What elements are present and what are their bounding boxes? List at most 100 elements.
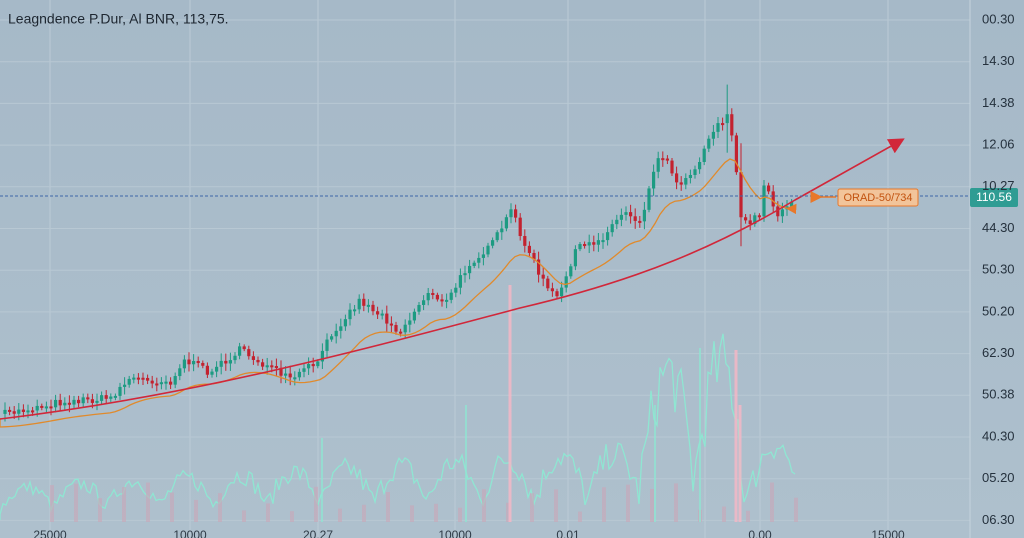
candle-body	[192, 361, 196, 365]
candle-body	[109, 396, 113, 399]
volume-bar	[74, 483, 78, 522]
candle-body	[376, 311, 380, 315]
volume-bar	[50, 485, 54, 522]
candle-body	[730, 114, 734, 136]
candle-body	[40, 405, 44, 408]
candle-body	[527, 245, 531, 253]
candle-body	[716, 123, 720, 132]
candle-body	[334, 330, 338, 337]
candle-body	[495, 232, 499, 241]
volume-bar	[122, 487, 126, 522]
candle-body	[454, 287, 458, 293]
candle-body	[762, 185, 766, 217]
candle-body	[316, 361, 320, 367]
volume-bar	[338, 508, 342, 522]
candle-body	[17, 409, 21, 414]
candle-body	[224, 360, 228, 364]
price-axis-label: 05.20	[982, 470, 1015, 485]
candle-body	[146, 377, 150, 381]
candle-body	[642, 209, 646, 222]
candle-body	[698, 161, 702, 170]
candle-body	[711, 131, 715, 139]
candle-body	[523, 236, 527, 246]
candle-body	[675, 173, 679, 183]
candle-body	[426, 293, 430, 301]
annotation-text: ORAD-50/734	[843, 192, 912, 204]
annotation-box	[837, 188, 919, 207]
candle-body	[196, 361, 200, 364]
candle-body	[270, 365, 274, 368]
candle-body	[757, 215, 761, 218]
axes: 00.30 14.30 14.38 12.06 10.27 44.30 50.30 50.20…	[33, 11, 1014, 538]
candle-body	[159, 382, 163, 385]
candle-body	[739, 172, 743, 218]
volume-bar	[650, 488, 654, 522]
candle-body	[95, 400, 99, 403]
candle-body	[532, 252, 536, 260]
candle-body	[265, 365, 269, 368]
volume-bar	[674, 483, 678, 522]
volume-bar	[602, 487, 606, 522]
candle-body	[500, 228, 504, 233]
candle-body	[776, 206, 780, 217]
volume-bar	[266, 503, 270, 522]
candle-body	[431, 293, 435, 296]
candle-body	[504, 217, 508, 229]
candle-body	[339, 326, 343, 331]
candle-body	[610, 224, 614, 233]
candle-body	[458, 275, 462, 288]
candle-body	[21, 409, 25, 412]
candle-body	[656, 158, 660, 172]
candle-body	[767, 185, 771, 192]
candle-body	[307, 364, 311, 369]
candle-body	[127, 378, 131, 385]
volume-bar	[770, 482, 774, 522]
price-axis-label: 50.30	[982, 262, 1015, 277]
candle-body	[141, 377, 145, 380]
volume-line	[0, 333, 796, 520]
candle-body	[435, 294, 439, 300]
volume-bar	[170, 492, 174, 522]
candle-body	[748, 220, 752, 225]
candle-body	[201, 362, 205, 366]
candle-body	[297, 371, 301, 378]
candle-body	[693, 169, 697, 175]
candle-body	[343, 319, 347, 327]
candle-body	[624, 212, 628, 215]
candles	[0, 84, 905, 428]
time-axis-label: 20.27	[303, 528, 333, 538]
candle-body	[77, 399, 81, 404]
candle-body	[251, 356, 255, 360]
candle-body	[54, 399, 58, 408]
candle-body	[408, 320, 412, 325]
candle-body	[445, 299, 449, 302]
candle-body	[550, 288, 554, 292]
candle-body	[477, 257, 481, 263]
candle-body	[670, 160, 674, 174]
candle-body	[81, 397, 85, 404]
candle-body	[31, 410, 35, 413]
time-axis-label: 0.00	[748, 528, 772, 538]
candle-body	[573, 249, 577, 267]
candle-body	[325, 339, 329, 351]
candle-body	[311, 364, 315, 367]
candle-body	[440, 299, 444, 302]
candle-body	[518, 217, 522, 237]
candle-body	[661, 158, 665, 161]
volume-bar	[794, 497, 798, 522]
candle-body	[564, 276, 568, 288]
time-axis-label: 10000	[173, 528, 207, 538]
volume-bar	[194, 499, 198, 522]
candle-body	[555, 291, 559, 297]
candle-body	[652, 171, 656, 189]
candle-body	[12, 411, 16, 414]
candle-body	[601, 240, 605, 243]
candle-body	[219, 360, 223, 367]
candle-body	[366, 304, 370, 307]
volume-bar	[98, 498, 102, 522]
volume-bar	[242, 510, 246, 522]
candle-body	[35, 405, 39, 411]
volume-bar	[362, 504, 366, 522]
volume-bar	[410, 505, 414, 522]
